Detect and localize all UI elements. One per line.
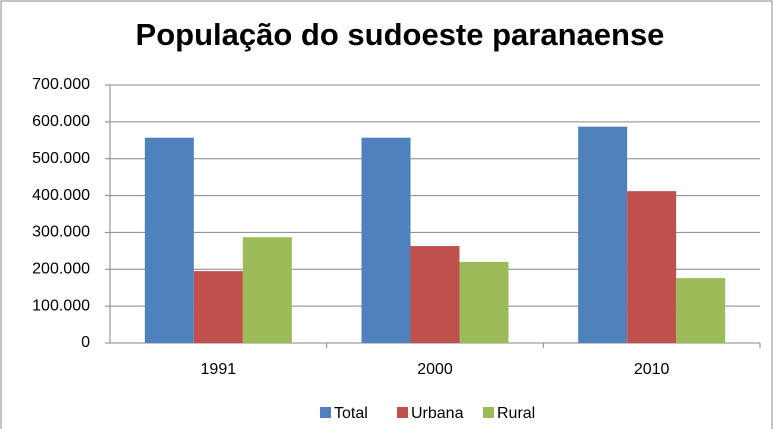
legend-label: Urbana bbox=[411, 405, 464, 422]
chart-title: População do sudoeste paranaense bbox=[136, 17, 665, 52]
bar bbox=[627, 191, 677, 343]
y-tick-label: 100.000 bbox=[32, 297, 90, 314]
x-tick-label: 2010 bbox=[634, 361, 670, 378]
bar bbox=[578, 126, 628, 343]
y-tick-label: 200.000 bbox=[32, 261, 90, 278]
y-tick-label: 400.000 bbox=[32, 187, 90, 204]
y-tick-label: 600.000 bbox=[32, 113, 90, 130]
bar bbox=[676, 278, 726, 343]
y-tick-label: 0 bbox=[81, 334, 90, 351]
legend-label: Rural bbox=[497, 405, 535, 422]
bar bbox=[193, 271, 243, 343]
bar bbox=[361, 137, 411, 343]
bar bbox=[242, 237, 292, 343]
bar bbox=[144, 137, 194, 343]
legend-swatch bbox=[483, 407, 494, 418]
legend-swatch bbox=[320, 407, 331, 418]
y-tick-label: 700.000 bbox=[32, 76, 90, 93]
y-tick-label: 500.000 bbox=[32, 150, 90, 167]
bar bbox=[410, 246, 460, 343]
y-tick-label: 300.000 bbox=[32, 224, 90, 241]
x-tick-label: 2000 bbox=[417, 361, 453, 378]
legend-label: Total bbox=[334, 405, 368, 422]
bar bbox=[459, 261, 509, 343]
legend-swatch bbox=[397, 407, 408, 418]
x-tick-label: 1991 bbox=[201, 361, 237, 378]
